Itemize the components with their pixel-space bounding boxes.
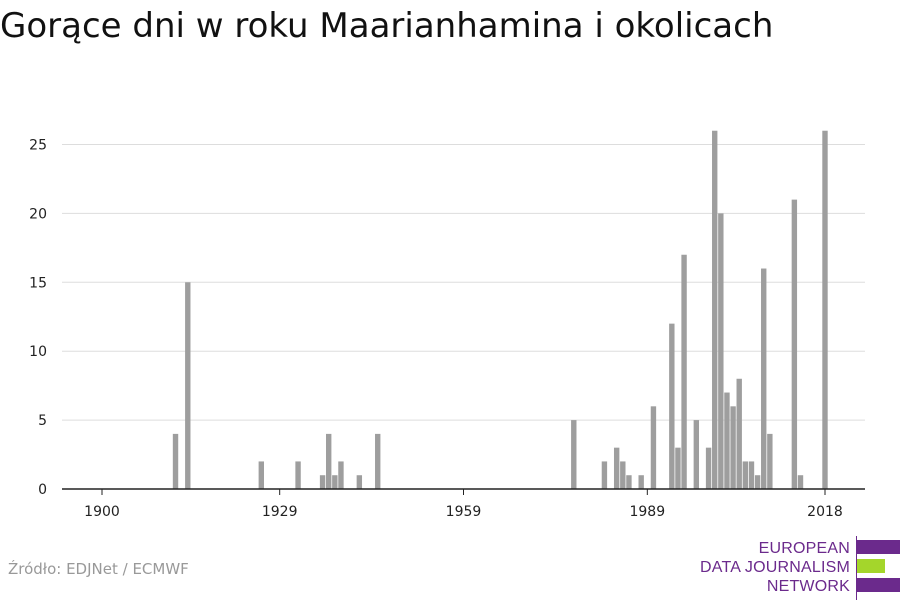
chart-title: Gorące dni w roku Maarianhamina i okolic…	[0, 6, 774, 46]
bar-2013	[791, 199, 798, 489]
bar-1912	[172, 433, 179, 489]
bars	[172, 130, 828, 489]
x-tick-label: 2018	[807, 504, 843, 520]
logo-bar-3	[857, 578, 900, 592]
edjnet-logo: EUROPEAN DATA JOURNALISM NETWORK	[700, 536, 900, 600]
x-tick-label: 1959	[446, 504, 482, 520]
bar-1936	[319, 475, 326, 489]
bar-1984	[613, 447, 620, 489]
bar-1990	[650, 406, 657, 489]
bar-1914	[185, 282, 191, 489]
y-tick-label: 10	[29, 344, 47, 360]
bar-2014	[797, 475, 804, 489]
logo-bar-2	[857, 559, 885, 573]
bar-2008	[761, 268, 767, 489]
bar-1939	[338, 461, 344, 489]
bar-1926	[258, 461, 264, 489]
logo-divider	[856, 536, 857, 600]
y-tick-label: 0	[38, 482, 47, 498]
source-note: Źródło: EDJNet / ECMWF	[8, 560, 189, 578]
bar-2018	[822, 130, 828, 489]
bar-1997	[693, 420, 700, 489]
bar-1945	[375, 433, 381, 489]
bar-1977	[571, 420, 577, 489]
bar-1993	[669, 323, 675, 489]
bar-1994	[675, 447, 681, 489]
bar-2002	[724, 392, 730, 489]
x-tick-label: 1929	[262, 504, 298, 520]
y-tick-label: 20	[29, 206, 47, 222]
bar-2005	[742, 461, 749, 489]
bar-1982	[601, 461, 608, 489]
logo-line-1: EUROPEAN	[758, 540, 850, 557]
bar-2009	[767, 433, 773, 489]
y-axis-ticks: 0 5 10 15 20 25	[29, 138, 47, 499]
bar-2001	[718, 213, 724, 489]
bar-1985	[620, 461, 626, 489]
bar-1942	[356, 475, 363, 489]
x-axis-ticks: 1900 1929 1959 1989 2018	[84, 489, 843, 520]
gridlines	[62, 144, 865, 421]
bar-2000	[712, 130, 718, 489]
logo-text: EUROPEAN DATA JOURNALISM NETWORK	[700, 539, 850, 596]
bar-1988	[638, 475, 644, 489]
bar-1999	[705, 447, 712, 489]
bar-2007	[754, 475, 761, 489]
bar-1995	[681, 254, 687, 489]
bar-1937	[326, 433, 332, 489]
logo-line-3: NETWORK	[766, 578, 850, 595]
bar-2006	[748, 461, 755, 489]
bar-1932	[295, 461, 301, 489]
bar-1938	[332, 475, 338, 489]
bar-2003	[730, 406, 736, 489]
bar-1986	[626, 475, 632, 489]
logo-bar-1	[857, 540, 900, 554]
y-tick-label: 5	[38, 413, 47, 429]
y-tick-label: 25	[29, 138, 47, 154]
x-tick-label: 1900	[84, 504, 120, 520]
bar-2004	[736, 378, 742, 489]
y-tick-label: 15	[29, 275, 47, 291]
logo-line-2: DATA JOURNALISM	[700, 559, 850, 576]
x-tick-label: 1989	[629, 504, 665, 520]
